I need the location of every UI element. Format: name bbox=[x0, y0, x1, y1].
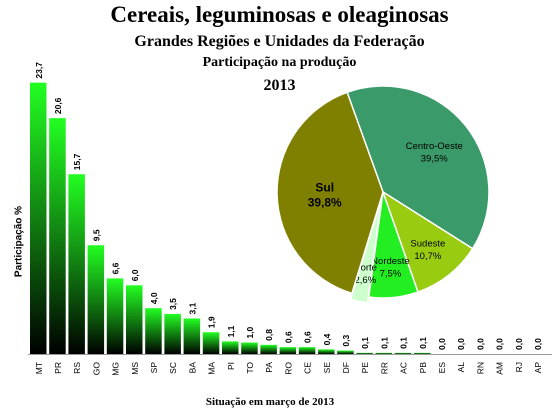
x-tick-label: TO bbox=[245, 362, 255, 374]
bar-value-label: 15,7 bbox=[72, 153, 82, 170]
x-tick-label: SP bbox=[149, 362, 159, 374]
x-tick-label: MG bbox=[111, 362, 121, 376]
bar-value-label: 4,0 bbox=[149, 292, 159, 304]
bar-value-label: 20,6 bbox=[53, 97, 63, 114]
bar-SC bbox=[164, 313, 181, 354]
bar-value-label: 0,0 bbox=[475, 338, 485, 350]
bar-value-label: 0,3 bbox=[341, 334, 351, 346]
bar-PR bbox=[49, 118, 66, 354]
x-tick-label: BA bbox=[187, 362, 197, 374]
x-axis-label: Situação em março de 2013 bbox=[205, 396, 335, 408]
bar-CE bbox=[298, 347, 316, 354]
bar-value-label: 0,1 bbox=[418, 337, 428, 349]
bar-value-label: 1,1 bbox=[226, 325, 236, 337]
bar-value-label: 1,0 bbox=[245, 326, 255, 338]
pie-slice-name: Sudeste bbox=[410, 238, 445, 249]
bar-value-label: 1,9 bbox=[207, 316, 217, 328]
bar-value-label: 0,0 bbox=[456, 338, 466, 350]
x-tick-label: MA bbox=[207, 362, 217, 375]
bar-MA bbox=[202, 332, 220, 354]
pie-slice-percent: 39,5% bbox=[421, 153, 448, 164]
x-tick-label: PA bbox=[264, 362, 274, 373]
x-tick-label: RO bbox=[283, 362, 293, 375]
x-tick-label: GO bbox=[91, 362, 101, 376]
pie-slice-percent: 39,8% bbox=[308, 195, 342, 209]
bar-PB bbox=[414, 352, 431, 354]
x-tick-label: AP bbox=[533, 362, 543, 374]
x-tick-label: PR bbox=[53, 362, 63, 374]
bar-MT bbox=[30, 82, 47, 354]
bar-value-label: 3,5 bbox=[168, 298, 178, 310]
pie-slice-name: Norte bbox=[354, 262, 377, 273]
x-tick-label: PB bbox=[418, 362, 428, 374]
bar-value-label: 23,7 bbox=[34, 62, 44, 79]
bar-GO bbox=[87, 245, 105, 354]
x-tick-label: PE bbox=[360, 362, 370, 374]
bar-value-label: 3,1 bbox=[187, 302, 197, 314]
bar-value-label: 0,6 bbox=[283, 331, 293, 343]
bar-value-label: 6,6 bbox=[111, 262, 121, 274]
bar-BA bbox=[183, 318, 201, 354]
bar-SE bbox=[318, 349, 335, 354]
bar-TO bbox=[241, 342, 258, 354]
pie-slice-percent: 7,5% bbox=[380, 268, 402, 279]
x-tick-label: SE bbox=[322, 362, 332, 374]
pie-slice-name: Centro-Oeste bbox=[406, 141, 463, 152]
bar-RS bbox=[68, 174, 85, 354]
x-tick-label: RN bbox=[475, 362, 485, 374]
x-tick-label: MT bbox=[34, 362, 44, 374]
x-tick-label: CE bbox=[303, 362, 313, 374]
x-tick-label: RS bbox=[72, 362, 82, 374]
pie-slice-percent: 2,6% bbox=[355, 275, 377, 286]
x-tick-label: SC bbox=[168, 362, 178, 374]
pie-slice-percent: 10,7% bbox=[414, 251, 441, 262]
bar-value-label: 0,0 bbox=[495, 338, 505, 350]
x-tick-label: MS bbox=[130, 362, 140, 375]
bar-RO bbox=[279, 347, 297, 354]
x-tick-label: RR bbox=[379, 362, 389, 374]
pie-slice-centro-oeste bbox=[346, 85, 490, 250]
chart-subtitle-2: Participação na produção bbox=[202, 55, 357, 70]
bar-value-label: 0,6 bbox=[303, 331, 313, 343]
x-tick-label: PI bbox=[226, 362, 236, 370]
bar-value-label: 0,1 bbox=[360, 337, 370, 349]
bar-MG bbox=[106, 278, 124, 354]
bar-PA bbox=[260, 344, 277, 354]
bar-value-label: 0,1 bbox=[399, 337, 409, 349]
bar-value-label: 9,5 bbox=[91, 229, 101, 241]
bar-MS bbox=[126, 285, 143, 354]
bar-SP bbox=[145, 308, 162, 354]
bar-AC bbox=[394, 352, 412, 354]
chart-title: Cereais, leguminosas e oleaginosas bbox=[110, 2, 449, 27]
pie-slice-sudeste bbox=[381, 190, 474, 294]
chart-year: 2013 bbox=[263, 77, 296, 94]
bar-series: 23,7 MT 20,6 PR 15,7 RS 9,5 GO 6,6 MG 6,0 MS 4,0 SP 3,… bbox=[28, 62, 552, 376]
x-tick-label: AM bbox=[495, 362, 505, 375]
pie-slice-name: Sul bbox=[315, 180, 334, 194]
pie-slice-name: Nordeste bbox=[371, 256, 410, 267]
bar-DF bbox=[337, 350, 354, 354]
chart-subtitle: Grandes Regiões e Unidades da Federação bbox=[134, 33, 425, 50]
bar-RR bbox=[375, 352, 393, 354]
bar-value-label: 0,4 bbox=[322, 333, 332, 345]
x-tick-label: DF bbox=[341, 362, 351, 373]
bar-PE bbox=[356, 352, 373, 354]
bar-value-label: 0,8 bbox=[264, 329, 274, 341]
x-tick-label: RJ bbox=[514, 362, 524, 372]
bar-value-label: 0,0 bbox=[514, 338, 524, 350]
bar-value-label: 0,0 bbox=[437, 338, 447, 350]
x-tick-label: AC bbox=[399, 362, 409, 374]
bar-value-label: 0,1 bbox=[379, 337, 389, 349]
bar-value-label: 6,0 bbox=[130, 269, 140, 281]
bar-value-label: 0,0 bbox=[533, 338, 543, 350]
pie-slice-norte bbox=[349, 197, 383, 304]
bar-PI bbox=[222, 341, 239, 354]
x-tick-label: ES bbox=[437, 362, 447, 374]
x-tick-label: AL bbox=[456, 362, 466, 373]
pie-slice-sul bbox=[276, 91, 384, 295]
